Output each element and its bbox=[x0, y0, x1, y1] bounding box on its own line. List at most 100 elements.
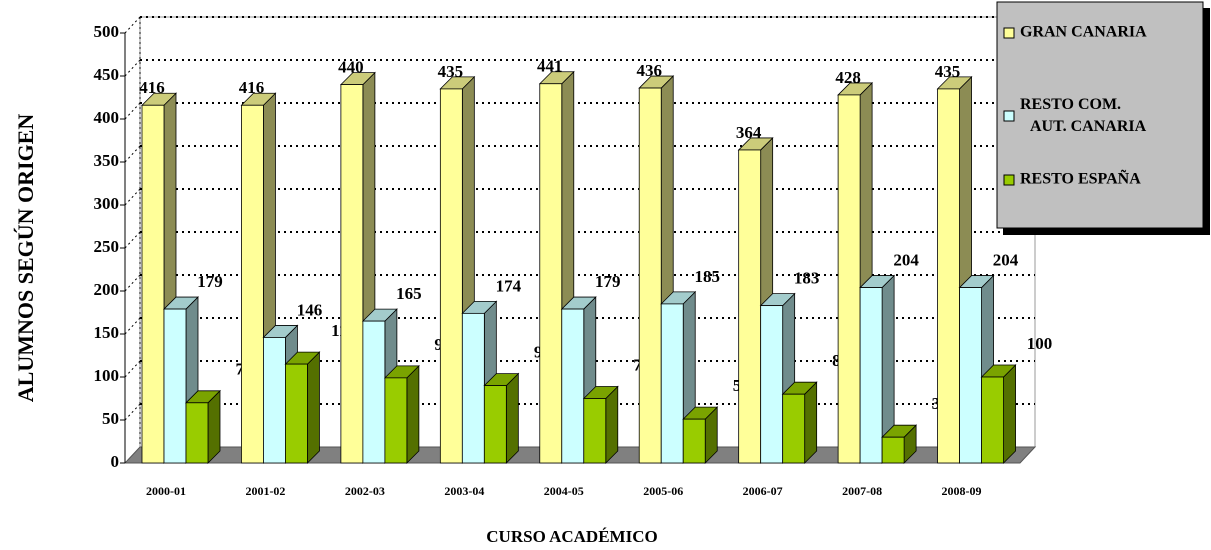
y-tick-label: 0 bbox=[111, 452, 120, 471]
bar bbox=[936, 75, 973, 464]
x-tick-label: 2005-06 bbox=[643, 484, 683, 498]
x-tick-label: 2004-05 bbox=[544, 484, 584, 498]
data-label: 100 bbox=[1027, 334, 1053, 353]
grid-line bbox=[124, 231, 141, 249]
bar-front bbox=[141, 104, 165, 464]
y-tick-label: 50 bbox=[102, 409, 119, 428]
bar-front bbox=[285, 363, 308, 464]
legend-swatch bbox=[1003, 110, 1015, 122]
bar bbox=[881, 424, 918, 464]
bar bbox=[383, 364, 420, 464]
x-axis-title: CURSO ACADÉMICO bbox=[486, 527, 657, 546]
bar bbox=[859, 274, 896, 464]
y-tick-label: 400 bbox=[94, 108, 120, 127]
y-tick-label: 300 bbox=[94, 194, 120, 213]
bar-front bbox=[362, 320, 386, 464]
bar bbox=[483, 372, 520, 464]
bar-side bbox=[605, 385, 619, 464]
grid-line bbox=[124, 188, 141, 206]
bar-front bbox=[837, 94, 861, 464]
bar-front bbox=[959, 287, 982, 464]
x-tick-label: 2008-09 bbox=[942, 484, 982, 498]
grid-line bbox=[124, 16, 141, 34]
bar-side bbox=[1003, 364, 1016, 464]
y-tick-label: 450 bbox=[94, 65, 120, 84]
bar-side bbox=[804, 381, 818, 464]
bar-front bbox=[782, 393, 806, 464]
bar-front bbox=[738, 149, 762, 464]
bar-side bbox=[207, 389, 221, 464]
data-label: 165 bbox=[396, 284, 422, 303]
bar-side bbox=[307, 351, 320, 464]
y-tick-label: 350 bbox=[94, 151, 120, 170]
bar bbox=[980, 364, 1017, 464]
y-axis-title: ALUMNOS SEGÚN ORIGEN bbox=[13, 114, 38, 403]
grid-line bbox=[124, 403, 141, 421]
data-label: 179 bbox=[197, 272, 223, 291]
data-label: 416 bbox=[139, 78, 165, 97]
y-tick-label: 100 bbox=[94, 366, 120, 385]
x-tick-label: 2003-04 bbox=[444, 484, 484, 498]
bar-front bbox=[483, 385, 507, 464]
bar-front bbox=[439, 88, 463, 464]
y-tick-label: 250 bbox=[94, 237, 120, 256]
data-label: 179 bbox=[595, 272, 621, 291]
grid-line bbox=[124, 274, 141, 292]
data-label: 435 bbox=[438, 62, 464, 81]
data-label: 435 bbox=[935, 62, 961, 81]
data-label: 416 bbox=[239, 78, 265, 97]
y-tick-label: 200 bbox=[94, 280, 120, 299]
bar-front bbox=[163, 308, 187, 464]
bar bbox=[185, 389, 221, 464]
bar-front bbox=[241, 104, 264, 464]
grid-line bbox=[124, 102, 141, 120]
bar-front bbox=[981, 376, 1004, 464]
data-label: 204 bbox=[993, 250, 1019, 269]
data-label: 440 bbox=[338, 58, 364, 77]
x-tick-label: 2000-01 bbox=[146, 484, 186, 498]
bar bbox=[582, 385, 619, 464]
bar-front bbox=[937, 88, 960, 464]
x-tick-label: 2006-07 bbox=[743, 484, 783, 498]
legend bbox=[996, 1, 1204, 229]
data-label: 364 bbox=[736, 123, 762, 142]
bar-front bbox=[539, 83, 563, 464]
y-tick-label: 150 bbox=[94, 323, 120, 342]
bar-side bbox=[505, 372, 519, 464]
bar-side bbox=[406, 364, 420, 464]
bar bbox=[781, 381, 818, 464]
grid-line bbox=[124, 360, 141, 378]
bar-front bbox=[760, 305, 784, 464]
bar-front bbox=[682, 418, 706, 464]
bar bbox=[682, 406, 719, 464]
legend-label: RESTO COM. AUT. CANARIA bbox=[1020, 96, 1147, 135]
bar-front bbox=[461, 312, 485, 464]
x-tick-label: 2007-08 bbox=[842, 484, 882, 498]
legend-label: RESTO ESPAÑA bbox=[1020, 169, 1141, 188]
data-label: 146 bbox=[297, 300, 323, 319]
bar-front bbox=[384, 377, 408, 464]
grid-line bbox=[124, 317, 141, 335]
legend-swatch bbox=[1003, 27, 1015, 39]
y-tick-label: 500 bbox=[94, 22, 120, 41]
data-label: 204 bbox=[893, 250, 919, 269]
bar bbox=[284, 351, 321, 464]
bar-front bbox=[859, 287, 883, 464]
bar-front bbox=[185, 402, 209, 464]
legend-swatch bbox=[1003, 174, 1015, 186]
legend-label: GRAN CANARIA bbox=[1020, 24, 1147, 41]
bar-front bbox=[638, 87, 662, 464]
grid-line bbox=[124, 59, 141, 77]
bar-front bbox=[561, 308, 585, 464]
x-tick-label: 2002-03 bbox=[345, 484, 385, 498]
grid-line bbox=[124, 145, 141, 163]
x-tick-label: 2001-02 bbox=[245, 484, 285, 498]
bar-front bbox=[881, 436, 905, 464]
data-label: 428 bbox=[835, 68, 861, 87]
bar-front bbox=[263, 337, 286, 464]
data-label: 436 bbox=[636, 61, 662, 80]
bar-front bbox=[583, 398, 607, 464]
data-label: 174 bbox=[496, 276, 522, 295]
data-label: 441 bbox=[537, 57, 563, 76]
